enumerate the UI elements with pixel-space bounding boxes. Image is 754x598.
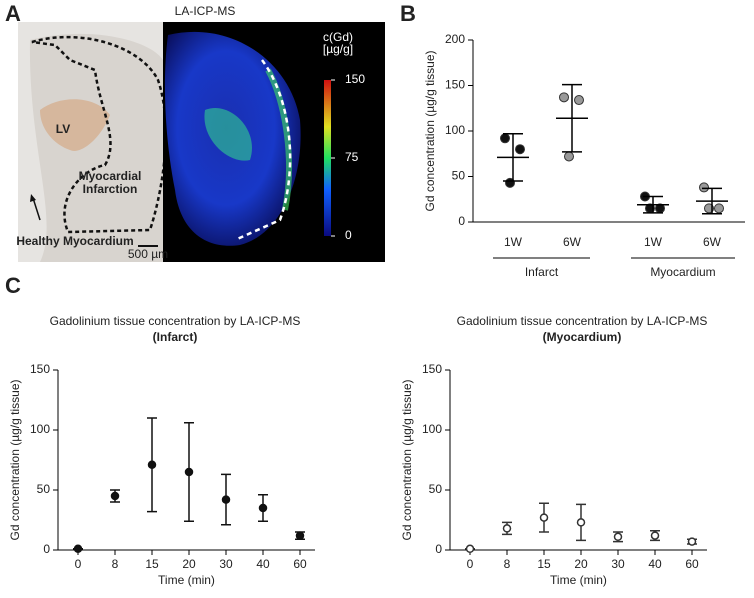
- x-tick-label: 15: [145, 557, 159, 571]
- heatmap: [163, 22, 385, 262]
- x-tick-label: 20: [574, 557, 588, 571]
- y-axis-label: Gd concentration (µg/g tissue): [423, 51, 437, 212]
- chart-subtitle: (Myocardium): [543, 330, 622, 344]
- y-tick-label: 0: [43, 542, 50, 556]
- data-point: [465, 544, 475, 554]
- data-point: [110, 491, 120, 501]
- colorbar-label: [µg/g]: [323, 42, 353, 56]
- x-tick-label: 40: [648, 557, 662, 571]
- y-tick-label: 150: [445, 78, 465, 92]
- panel-label: B: [400, 1, 416, 26]
- y-tick-label: 200: [445, 32, 465, 46]
- data-point: [650, 531, 660, 540]
- data-point: [574, 95, 584, 106]
- data-point: [613, 532, 623, 542]
- image-label: Healthy Myocardium: [16, 234, 133, 248]
- data-point: [576, 518, 586, 527]
- data-point: [147, 460, 157, 470]
- x-axis-label: Time (min): [158, 573, 215, 587]
- data-point: [73, 544, 83, 554]
- error-bar: [702, 187, 722, 215]
- x-tick-label: 60: [685, 557, 699, 571]
- tissue-photo: [18, 22, 167, 262]
- x-tick-label: 1W: [504, 235, 523, 249]
- data-point: [539, 513, 549, 522]
- error-bar: [562, 83, 582, 153]
- x-tick-label: 0: [75, 557, 82, 571]
- data-point: [687, 537, 697, 546]
- colorbar-tick-label: 75: [345, 150, 359, 164]
- chart-title: Gadolinium tissue concentration by LA-IC…: [457, 314, 708, 328]
- error-bar: [643, 195, 663, 214]
- colorbar-tick-label: 150: [345, 72, 365, 86]
- image-title: LA-ICP-MS: [175, 4, 236, 18]
- error-bar: [503, 132, 523, 182]
- scale-bar-label: 500 µm: [128, 247, 168, 261]
- group-label: Infarct: [525, 265, 559, 279]
- x-tick-label: 8: [112, 557, 119, 571]
- data-point: [502, 524, 512, 533]
- x-axis-label: Time (min): [550, 573, 607, 587]
- data-point: [221, 495, 231, 504]
- data-point: [564, 151, 574, 162]
- y-tick-label: 150: [30, 362, 50, 376]
- data-point: [714, 203, 724, 214]
- x-tick-label: 60: [293, 557, 307, 571]
- x-tick-label: 30: [219, 557, 233, 571]
- x-tick-label: 15: [537, 557, 551, 571]
- chart-title: Gadolinium tissue concentration by LA-IC…: [50, 314, 301, 328]
- image-label: LV: [56, 122, 70, 136]
- x-tick-label: 40: [256, 557, 270, 571]
- data-point: [184, 467, 194, 477]
- data-point: [295, 531, 305, 540]
- y-axis-label: Gd concentration (µg/g tissue): [8, 380, 22, 541]
- x-tick-label: 20: [182, 557, 196, 571]
- data-point: [500, 133, 510, 144]
- x-tick-label: 6W: [703, 235, 722, 249]
- y-tick-label: 50: [452, 169, 466, 183]
- y-tick-label: 150: [422, 362, 442, 376]
- y-tick-label: 100: [30, 422, 50, 436]
- data-point: [515, 144, 525, 155]
- image-label: Infarction: [83, 182, 138, 196]
- data-point: [699, 182, 709, 193]
- colorbar-label: c(Gd): [323, 30, 353, 44]
- data-point: [258, 503, 268, 513]
- y-tick-label: 100: [445, 123, 465, 137]
- data-point: [559, 92, 569, 103]
- colorbar-tick-label: 0: [345, 228, 352, 242]
- y-tick-label: 50: [37, 482, 51, 496]
- x-tick-label: 8: [504, 557, 511, 571]
- panel-label: C: [5, 273, 21, 298]
- panel-label: A: [5, 1, 21, 26]
- y-tick-label: 0: [435, 542, 442, 556]
- group-label: Myocardium: [650, 265, 715, 279]
- x-tick-label: 30: [611, 557, 625, 571]
- chart-subtitle: (Infarct): [153, 330, 198, 344]
- x-tick-label: 1W: [644, 235, 663, 249]
- y-tick-label: 50: [429, 482, 443, 496]
- x-tick-label: 0: [467, 557, 474, 571]
- y-tick-label: 100: [422, 422, 442, 436]
- image-label: Myocardial: [79, 169, 142, 183]
- x-tick-label: 6W: [563, 235, 582, 249]
- y-tick-label: 0: [458, 214, 465, 228]
- y-axis-label: Gd concentration (µg/g tissue): [400, 380, 414, 541]
